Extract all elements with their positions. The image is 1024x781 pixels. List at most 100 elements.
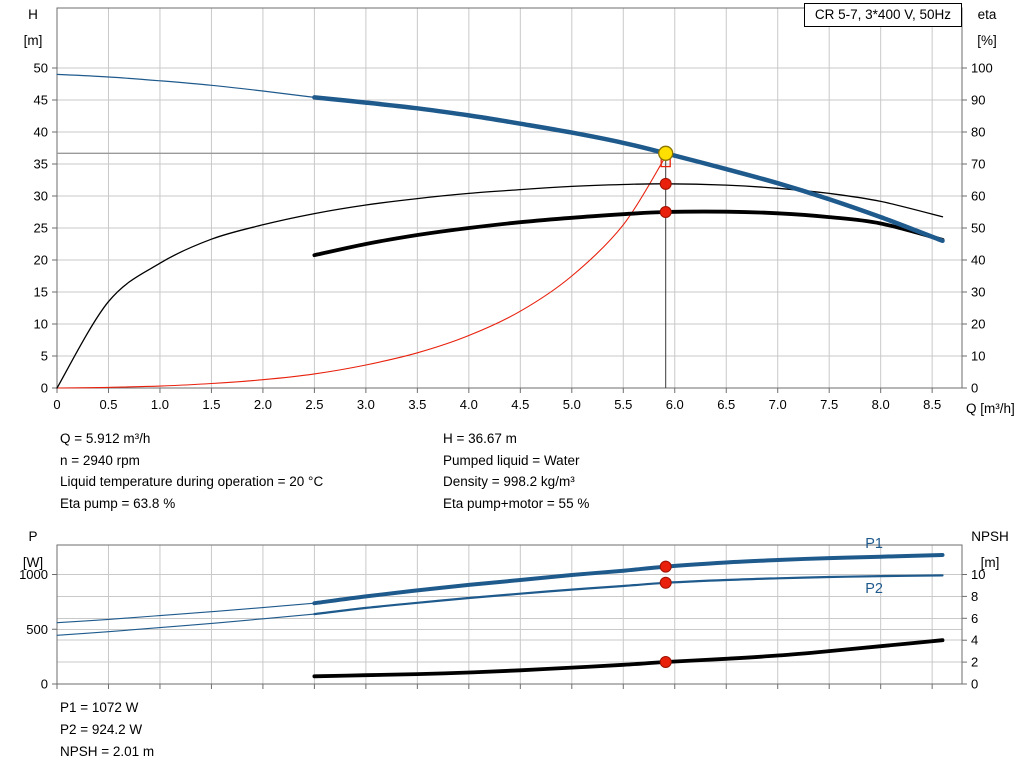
y-tick-right: 6 bbox=[971, 611, 978, 626]
duty-info-left: Q = 5.912 m³/h n = 2940 rpm Liquid tempe… bbox=[60, 428, 323, 514]
p1-curve-label: P1 bbox=[865, 536, 883, 552]
y-tick-right: 4 bbox=[971, 633, 978, 648]
y-tick-left: 10 bbox=[34, 317, 48, 332]
x-tick: 0.5 bbox=[99, 397, 117, 412]
p1-curve bbox=[312, 553, 945, 606]
y-tick-left: 0 bbox=[41, 381, 48, 396]
p2-min-flow bbox=[56, 613, 315, 636]
x-tick: 3.0 bbox=[357, 397, 375, 412]
y-tick-right: 20 bbox=[971, 317, 985, 332]
eta-pump-curve bbox=[56, 183, 944, 389]
x-tick: 3.5 bbox=[408, 397, 426, 412]
pump-title: CR 5-7, 3*400 V, 50Hz bbox=[814, 7, 951, 22]
p1-point bbox=[659, 560, 672, 573]
info-flow: Q = 5.912 m³/h bbox=[60, 431, 151, 446]
npsh-curve bbox=[312, 638, 945, 679]
eta-pump-point bbox=[659, 177, 672, 190]
y-tick-left: 5 bbox=[41, 349, 48, 364]
y-tick-right: 0 bbox=[971, 381, 978, 396]
x-tick: 0 bbox=[53, 397, 60, 412]
eta-pump-motor-point bbox=[659, 206, 672, 218]
y-tick-left: 0 bbox=[41, 677, 48, 692]
head-curve bbox=[312, 95, 945, 244]
x-tick: 5.0 bbox=[563, 397, 581, 412]
eta-pump-motor-curve bbox=[312, 209, 945, 258]
y-tick-right: 40 bbox=[971, 253, 985, 268]
y-tick-right: 60 bbox=[971, 189, 985, 204]
power-info: P1 = 1072 W P2 = 924.2 W NPSH = 2.01 m bbox=[60, 697, 154, 763]
x-tick: 6.5 bbox=[717, 397, 735, 412]
eta-axis-title: eta [%] bbox=[964, 2, 1010, 54]
y-tick-left: 50 bbox=[34, 61, 48, 76]
info-eta-pump-motor: Eta pump+motor = 55 % bbox=[443, 495, 590, 511]
q-axis-title: Q [m³/h] bbox=[966, 401, 1015, 416]
info-p1: P1 = 1072 W bbox=[60, 700, 139, 715]
h-axis-symbol: H bbox=[28, 7, 38, 22]
p-axis-symbol: P bbox=[28, 529, 38, 544]
info-liquid-temperature: Liquid temperature during operation = 20… bbox=[60, 474, 324, 489]
plot-frame bbox=[56, 7, 963, 389]
duty-point bbox=[658, 145, 674, 161]
y-tick-right: 2 bbox=[971, 655, 978, 670]
info-npsh: NPSH = 2.01 m bbox=[60, 744, 155, 759]
gridlines bbox=[57, 545, 962, 684]
y-tick-left: 30 bbox=[34, 189, 48, 204]
y-tick-left: 40 bbox=[34, 125, 48, 140]
y-tick-left: 45 bbox=[34, 93, 48, 108]
p-axis-unit: [W] bbox=[22, 555, 44, 570]
h-axis-unit: [m] bbox=[23, 33, 43, 48]
p2-curve-label: P2 bbox=[865, 581, 883, 597]
h-axis-title: H [m] bbox=[14, 2, 52, 54]
head-curve-min-flow bbox=[56, 73, 315, 98]
eta-axis-symbol: eta bbox=[977, 7, 997, 22]
hq-eta-chart: 0 5 10 15 20 25 30 35 40 45 50 0 10 20 30 40 50 60 70 80 90 1… bbox=[34, 7, 993, 412]
p2-point bbox=[659, 576, 672, 589]
y-tick-left: 15 bbox=[34, 285, 48, 300]
x-tick: 4.0 bbox=[460, 397, 478, 412]
system-curve bbox=[56, 155, 667, 389]
x-tick: 6.0 bbox=[666, 397, 684, 412]
x-tick: 1.5 bbox=[202, 397, 220, 412]
info-speed: n = 2940 rpm bbox=[60, 452, 140, 468]
info-pumped-liquid: Pumped liquid = Water bbox=[443, 452, 580, 468]
x-tick: 7.0 bbox=[769, 397, 787, 412]
x-tick: 2.0 bbox=[254, 397, 272, 412]
y-tick-left: 20 bbox=[34, 253, 48, 268]
info-p2: P2 = 924.2 W bbox=[60, 722, 143, 737]
pump-title-box: CR 5-7, 3*400 V, 50Hz bbox=[803, 3, 962, 27]
y-tick-left: 35 bbox=[34, 157, 48, 172]
y-tick-right: 30 bbox=[971, 285, 985, 300]
y-tick-left: 500 bbox=[26, 622, 48, 637]
x-tick: 1.0 bbox=[151, 397, 169, 412]
info-eta-pump: Eta pump = 63.8 % bbox=[60, 495, 176, 511]
gridlines bbox=[57, 8, 962, 388]
eta-axis-unit: [%] bbox=[977, 33, 997, 48]
npsh-point bbox=[659, 655, 672, 668]
p-axis-title: P [W] bbox=[14, 524, 52, 576]
x-tick: 2.5 bbox=[305, 397, 323, 412]
x-tick: 8.0 bbox=[872, 397, 890, 412]
plot-frame bbox=[56, 544, 963, 685]
power-npsh-chart: 0 500 1000 0 2 4 6 8 10 P1 P2 bbox=[19, 536, 985, 691]
y-tick-left: 1000 bbox=[19, 567, 48, 582]
npsh-axis-symbol: NPSH bbox=[971, 529, 1009, 544]
y-tick-right: 10 bbox=[971, 567, 985, 582]
y-tick-right: 100 bbox=[971, 61, 993, 76]
npsh-axis-unit: [m] bbox=[980, 555, 1000, 570]
x-tick: 8.5 bbox=[923, 397, 941, 412]
x-tick: 7.5 bbox=[820, 397, 838, 412]
y-tick-right: 0 bbox=[971, 677, 978, 692]
p1-min-flow bbox=[56, 602, 315, 624]
x-tick: 4.5 bbox=[511, 397, 529, 412]
y-tick-right: 80 bbox=[971, 125, 985, 140]
y-tick-right: 70 bbox=[971, 157, 985, 172]
info-head: H = 36.67 m bbox=[443, 431, 517, 446]
info-density: Density = 998.2 kg/m³ bbox=[443, 474, 575, 489]
duty-info-right: H = 36.67 m Pumped liquid = Water Densit… bbox=[443, 428, 589, 514]
x-tick: 5.5 bbox=[614, 397, 632, 412]
y-tick-right: 50 bbox=[971, 221, 985, 236]
y-tick-right: 8 bbox=[971, 589, 978, 604]
p2-curve bbox=[313, 574, 944, 616]
